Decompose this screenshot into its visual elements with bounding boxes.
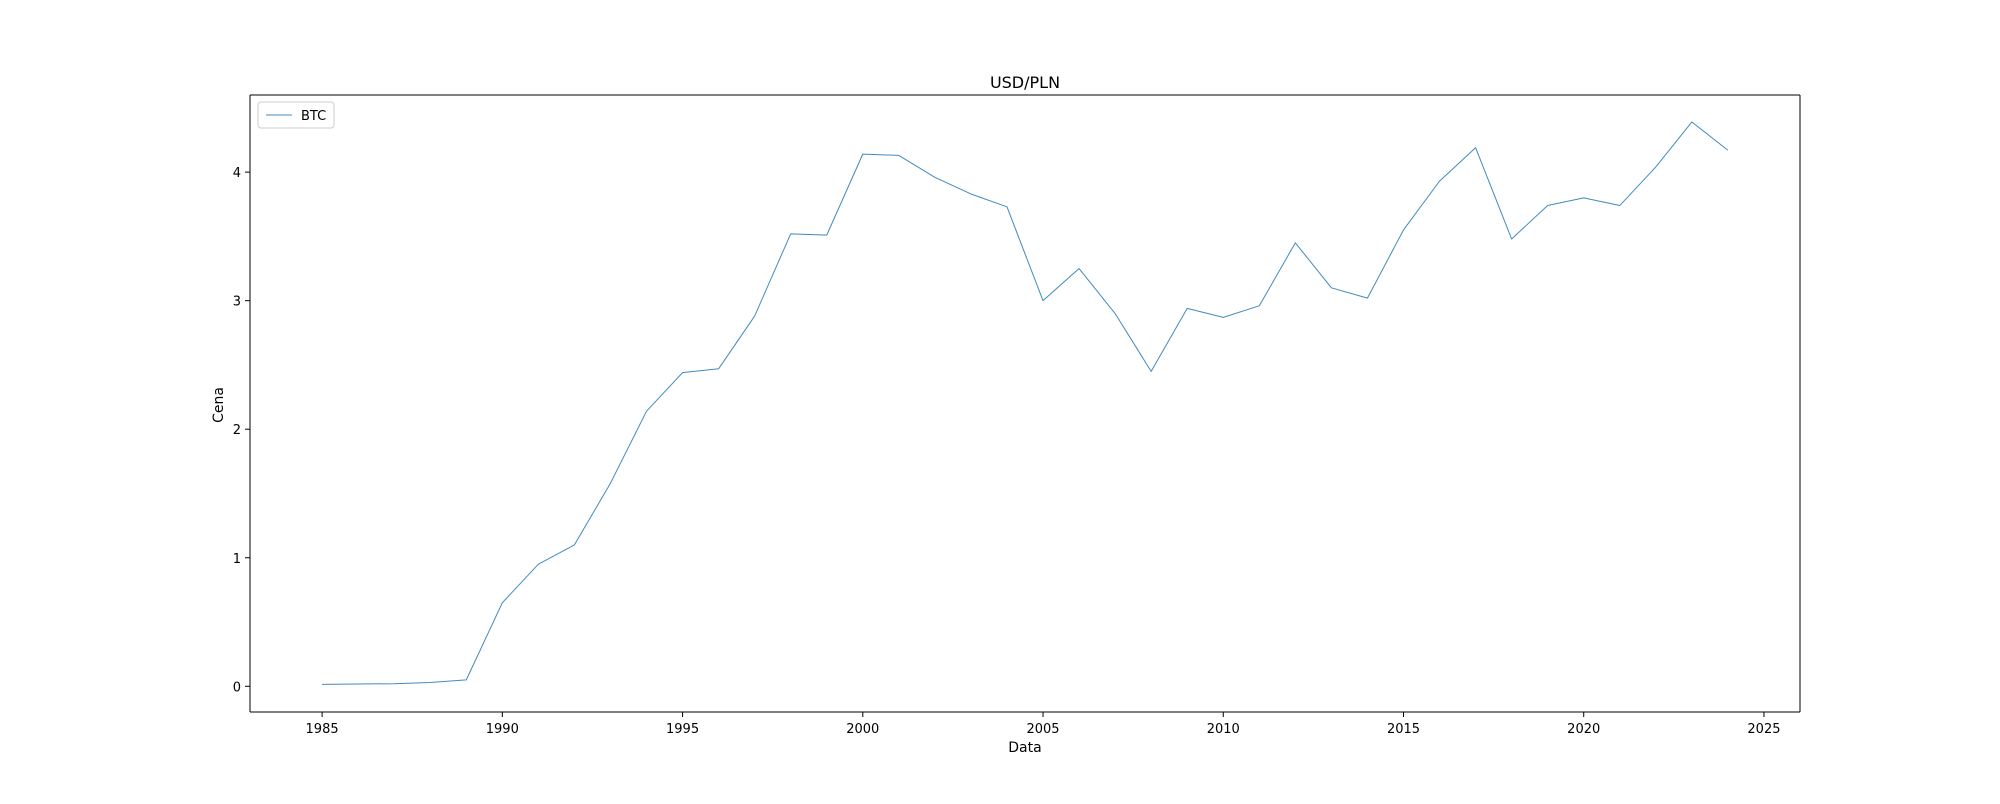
x-tick-label: 1995: [666, 722, 699, 737]
legend-label: BTC: [301, 109, 326, 124]
y-tick-label: 4: [233, 166, 241, 181]
y-tick-label: 3: [233, 295, 241, 310]
chart-title: USD/PLN: [990, 73, 1060, 92]
plot-area: [250, 95, 1800, 712]
x-tick-label: 2005: [1026, 722, 1059, 737]
legend: BTC: [258, 102, 334, 128]
x-tick-label: 2025: [1747, 722, 1780, 737]
x-tick-label: 2000: [846, 722, 879, 737]
y-tick-label: 0: [233, 680, 241, 695]
x-tick-label: 2015: [1387, 722, 1420, 737]
x-axis-label: Data: [1008, 740, 1041, 756]
x-tick-label: 2020: [1567, 722, 1600, 737]
y-tick-label: 1: [233, 552, 241, 567]
x-tick-label: 1985: [306, 722, 339, 737]
y-axis-label: Cena: [211, 387, 227, 423]
x-tick-label: 1990: [486, 722, 519, 737]
y-tick-label: 2: [233, 423, 241, 438]
x-tick-label: 2010: [1207, 722, 1240, 737]
